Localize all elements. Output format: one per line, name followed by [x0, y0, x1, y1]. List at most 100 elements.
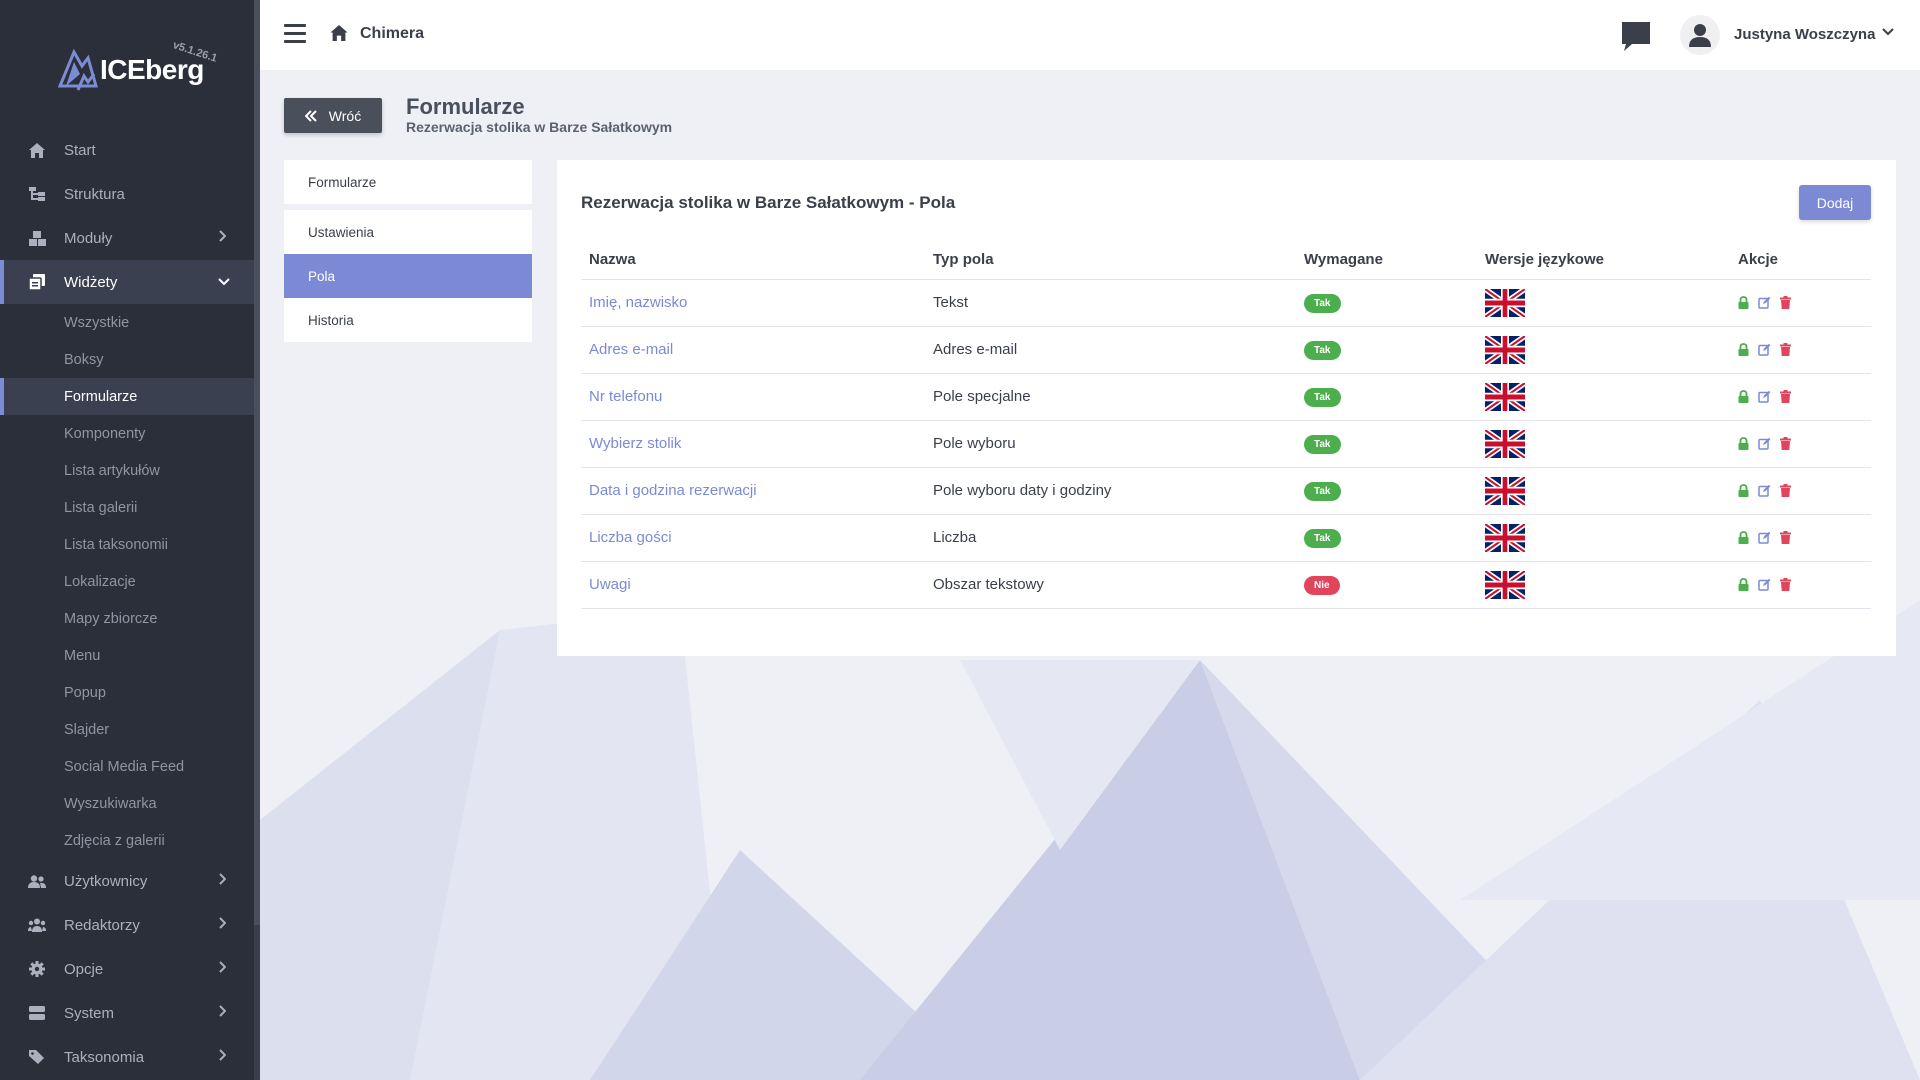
- field-name-link[interactable]: Nr telefonu: [581, 373, 925, 421]
- sidebar-item-opcje[interactable]: Opcje: [0, 947, 254, 991]
- uk-flag-icon[interactable]: [1485, 429, 1525, 458]
- chevron-right-icon: [219, 1049, 226, 1061]
- submenu-item-active[interactable]: Formularze: [0, 378, 254, 415]
- field-name-link[interactable]: Imię, nazwisko: [581, 279, 925, 327]
- submenu-item[interactable]: Boksy: [64, 351, 104, 368]
- languages-cell: [1477, 326, 1730, 374]
- sitemap-icon: [28, 185, 46, 203]
- field-name-link[interactable]: Data i godzina rezerwacji: [581, 467, 925, 515]
- tab-historia[interactable]: Historia: [284, 298, 532, 342]
- uk-flag-icon[interactable]: [1485, 476, 1525, 505]
- sidebar-item-system[interactable]: System: [0, 991, 254, 1035]
- lock-icon[interactable]: [1738, 531, 1749, 544]
- uk-flag-icon[interactable]: [1485, 382, 1525, 411]
- edit-icon[interactable]: [1758, 390, 1771, 403]
- required-cell: Nie: [1296, 561, 1477, 609]
- field-name-link[interactable]: Adres e-mail: [581, 326, 925, 374]
- breadcrumb[interactable]: Chimera: [360, 25, 425, 42]
- required-badge: Tak: [1304, 481, 1341, 501]
- sidebar-item-label: Redaktorzy: [64, 916, 140, 934]
- sidebar-item-widzety[interactable]: Widżety: [0, 260, 254, 304]
- submenu-item[interactable]: Slajder: [64, 721, 110, 738]
- tab-formularze[interactable]: Formularze: [284, 160, 532, 204]
- user-icon: [1689, 24, 1711, 47]
- lock-icon[interactable]: [1738, 343, 1749, 356]
- edit-icon[interactable]: [1758, 437, 1771, 450]
- submenu-item[interactable]: Mapy zbiorcze: [64, 610, 158, 627]
- trash-icon[interactable]: [1780, 578, 1791, 591]
- actions-cell: [1730, 420, 1871, 468]
- back-button-label: Wróć: [328, 107, 362, 124]
- editors-icon: [28, 916, 46, 934]
- trash-icon[interactable]: [1780, 484, 1791, 497]
- lock-icon[interactable]: [1738, 390, 1749, 403]
- sidebar-item-taksonomia[interactable]: Taksonomia: [0, 1035, 254, 1079]
- column-header-type: Typ pola: [925, 240, 1296, 280]
- languages-cell: [1477, 467, 1730, 515]
- field-name-link[interactable]: Wybierz stolik: [581, 420, 925, 468]
- submenu-item[interactable]: Komponenty: [64, 425, 146, 442]
- tab-pola[interactable]: Pola: [284, 254, 532, 298]
- submenu-item[interactable]: Zdjęcia z galerii: [64, 832, 165, 849]
- sidebar-item-label: Taksonomia: [64, 1048, 145, 1066]
- sidebar-item-moduly[interactable]: Moduły: [0, 216, 254, 260]
- submenu-item[interactable]: Menu: [64, 647, 101, 664]
- submenu-item[interactable]: Lista artykułów: [64, 462, 160, 479]
- edit-icon[interactable]: [1758, 578, 1771, 591]
- submenu-item[interactable]: Lokalizacje: [64, 573, 136, 590]
- submenu-item[interactable]: Wyszukiwarka: [64, 795, 157, 812]
- page-title: Formularze: [406, 94, 525, 119]
- submenu-item[interactable]: Popup: [64, 684, 106, 701]
- chevron-down-icon[interactable]: [1882, 28, 1894, 36]
- sidebar-item-redaktorzy[interactable]: Redaktorzy: [0, 903, 254, 947]
- lock-icon[interactable]: [1738, 484, 1749, 497]
- submenu-item[interactable]: Lista taksonomii: [64, 536, 168, 553]
- hamburger-menu-icon[interactable]: [284, 24, 306, 44]
- edit-icon[interactable]: [1758, 296, 1771, 309]
- sidebar-item-label: Moduły: [64, 229, 113, 247]
- sidebar-item-struktura[interactable]: Struktura: [0, 172, 254, 216]
- lock-icon[interactable]: [1738, 578, 1749, 591]
- row-actions: [1738, 578, 1871, 591]
- edit-icon[interactable]: [1758, 484, 1771, 497]
- trash-icon[interactable]: [1780, 437, 1791, 450]
- sidebar-item-uzytkownicy[interactable]: Użytkownicy: [0, 859, 254, 903]
- app-logo[interactable]: ICEberg v5.1.26.1: [58, 39, 248, 102]
- trash-icon[interactable]: [1780, 531, 1791, 544]
- field-name-link[interactable]: Uwagi: [581, 561, 925, 609]
- uk-flag-icon[interactable]: [1485, 288, 1525, 317]
- user-name[interactable]: Justyna Woszczyna: [1734, 26, 1876, 43]
- uk-flag-icon[interactable]: [1485, 335, 1525, 364]
- sidebar-item-start[interactable]: Start: [0, 128, 254, 172]
- column-header-name: Nazwa: [581, 240, 925, 280]
- uk-flag-icon[interactable]: [1485, 523, 1525, 552]
- field-type: Pole wyboru: [925, 420, 1296, 468]
- uk-flag-icon[interactable]: [1485, 570, 1525, 599]
- tags-icon: [28, 1048, 46, 1066]
- trash-icon[interactable]: [1780, 343, 1791, 356]
- submenu-item[interactable]: Lista galerii: [64, 499, 138, 516]
- lock-icon[interactable]: [1738, 296, 1749, 309]
- tab-ustawienia[interactable]: Ustawienia: [284, 210, 532, 254]
- avatar[interactable]: [1680, 15, 1720, 55]
- row-actions: [1738, 484, 1871, 497]
- back-button[interactable]: Wróć: [284, 98, 382, 133]
- row-actions: [1738, 296, 1871, 309]
- add-button[interactable]: Dodaj: [1799, 185, 1871, 220]
- edit-icon[interactable]: [1758, 343, 1771, 356]
- home-icon[interactable]: [330, 25, 348, 41]
- actions-cell: [1730, 373, 1871, 421]
- mountain-logo-icon: [58, 48, 98, 91]
- submenu-item[interactable]: Social Media Feed: [64, 758, 185, 775]
- required-cell: Tak: [1296, 420, 1477, 468]
- row-actions: [1738, 531, 1871, 544]
- edit-icon[interactable]: [1758, 531, 1771, 544]
- trash-icon[interactable]: [1780, 390, 1791, 403]
- field-name-link[interactable]: Liczba gości: [581, 514, 925, 562]
- lock-icon[interactable]: [1738, 437, 1749, 450]
- required-badge: Tak: [1304, 340, 1341, 360]
- chat-icon[interactable]: [1620, 20, 1652, 52]
- submenu-item[interactable]: Wszystkie: [64, 314, 130, 331]
- trash-icon[interactable]: [1780, 296, 1791, 309]
- sidebar-scrollbar[interactable]: [254, 0, 260, 1080]
